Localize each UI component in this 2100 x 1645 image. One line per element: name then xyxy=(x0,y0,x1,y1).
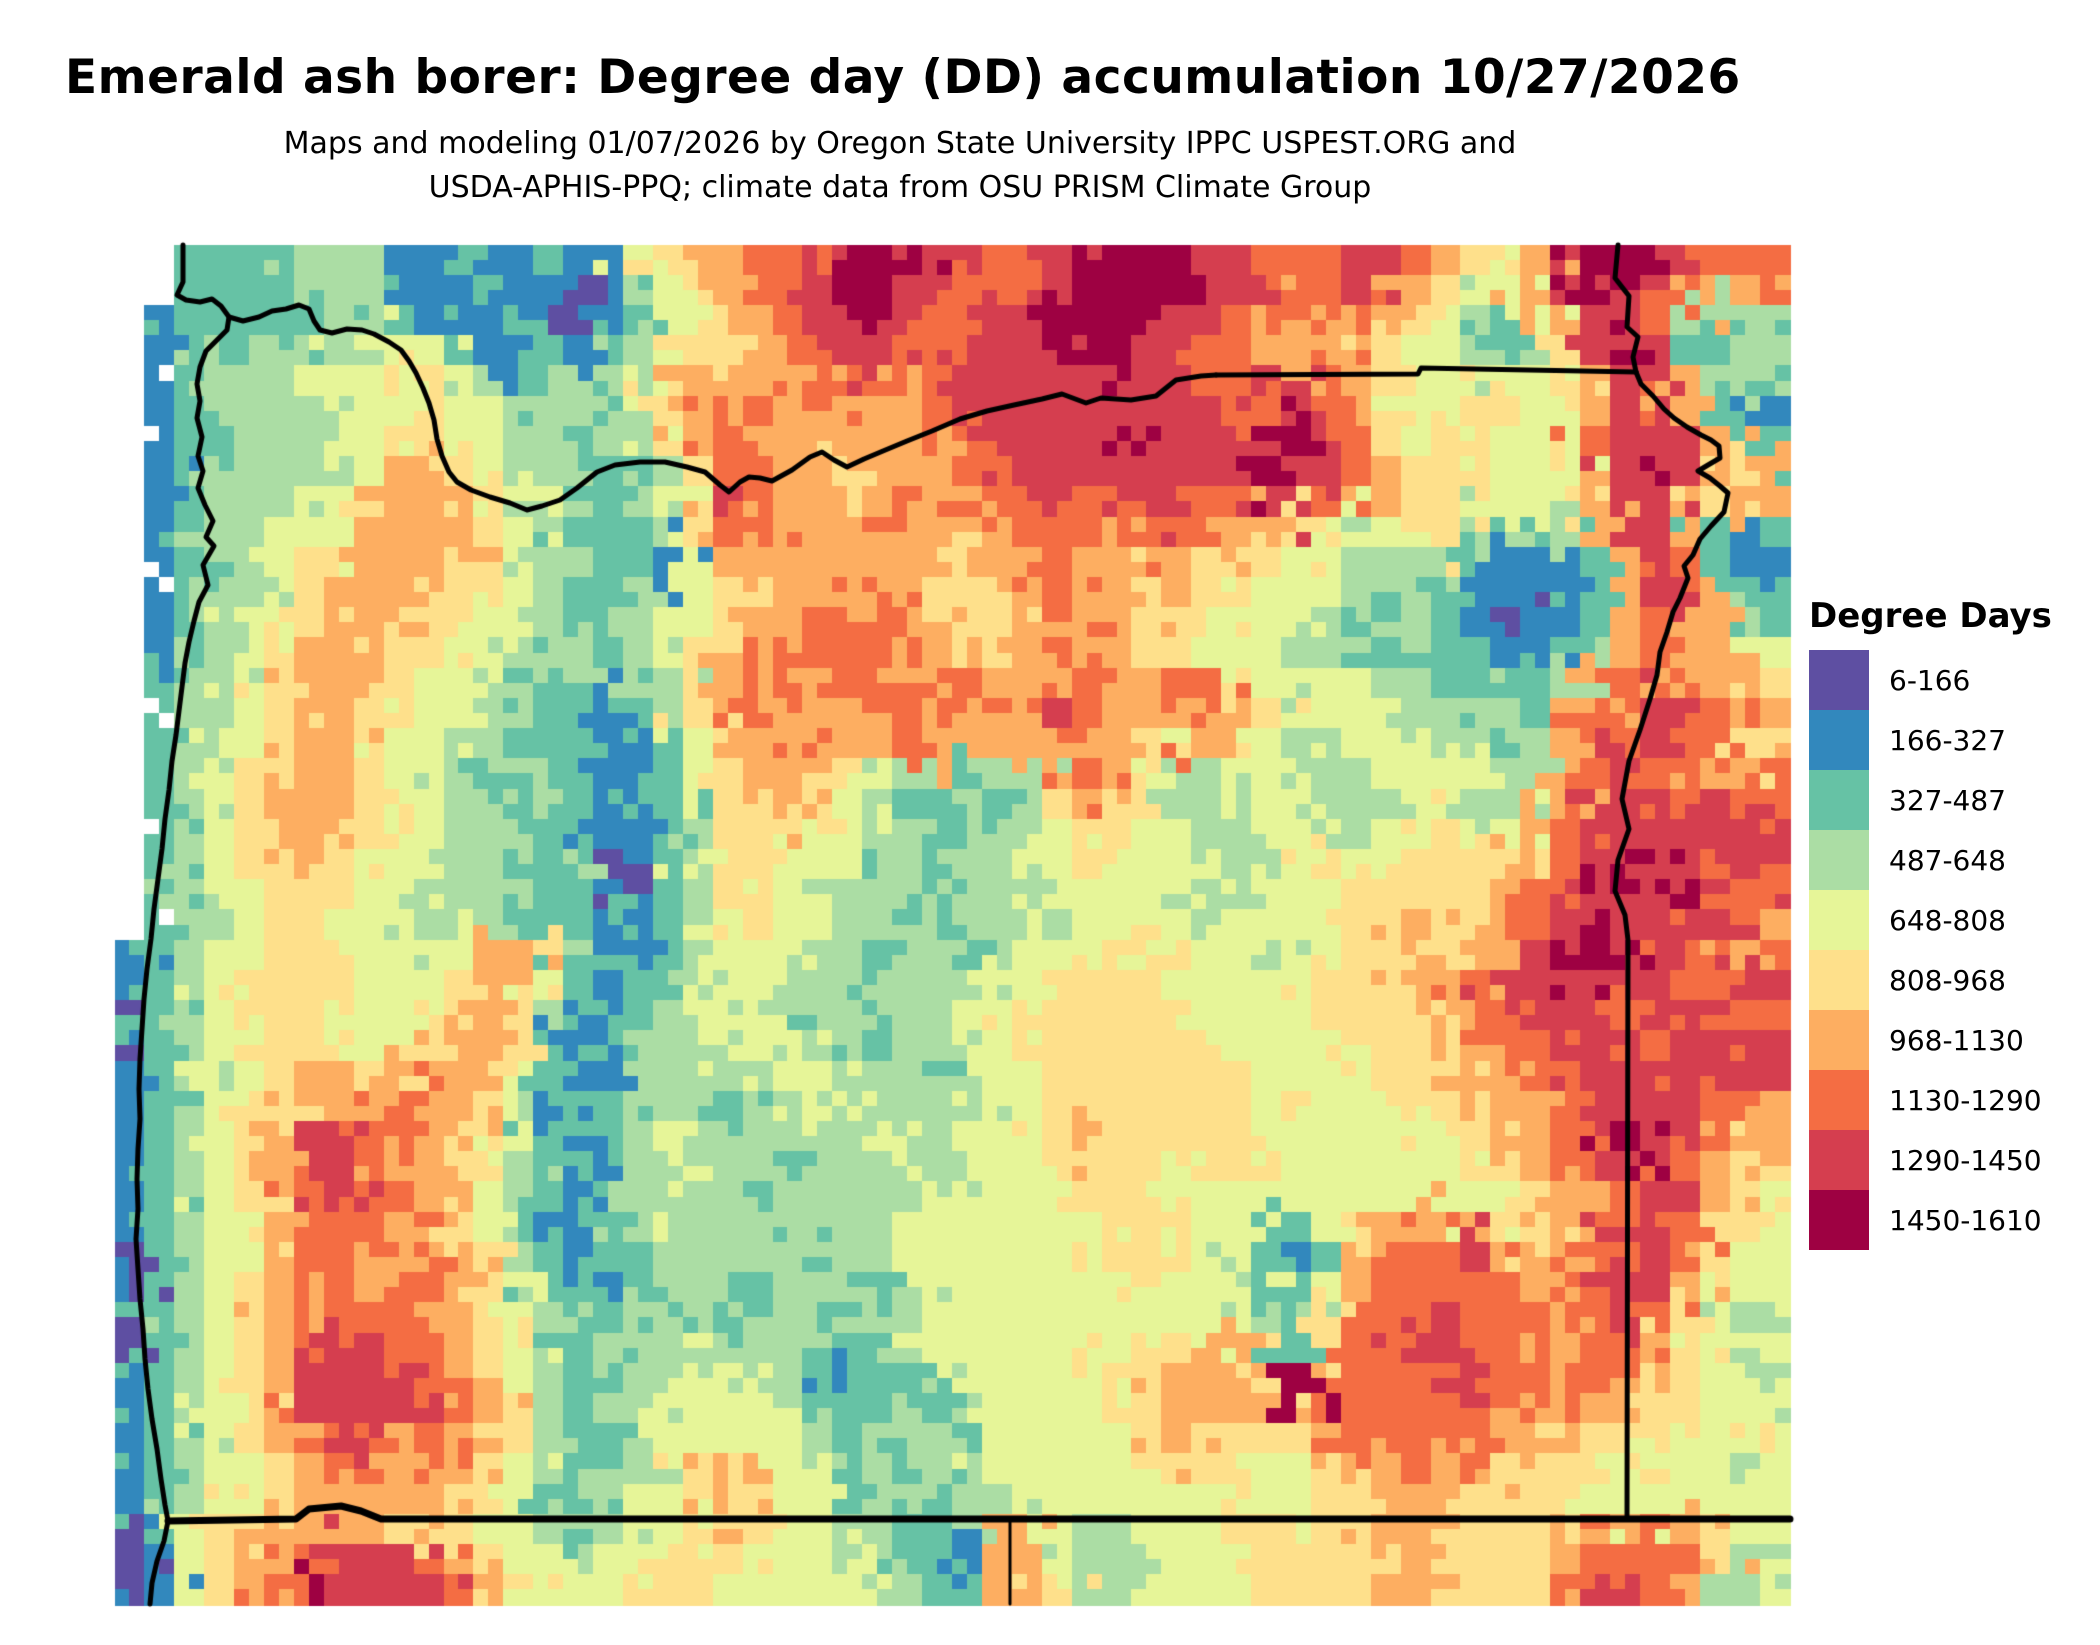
legend-label: 968-1130 xyxy=(1889,1023,2024,1057)
page-subtitle: Maps and modeling 01/07/2026 by Oregon S… xyxy=(65,122,1735,210)
legend-label: 648-808 xyxy=(1889,903,2006,937)
legend: Degree Days 6-166 166-327 327-487 487-648 64… xyxy=(1809,596,2094,1250)
legend-color-swatch xyxy=(1809,1070,1869,1130)
legend-entry: 648-808 xyxy=(1809,890,2094,950)
legend-label: 6-166 xyxy=(1889,663,1971,697)
legend-color-swatch xyxy=(1809,710,1869,770)
legend-color-swatch xyxy=(1809,950,1869,1010)
legend-entry: 6-166 xyxy=(1809,650,2094,710)
subtitle-line-1: Maps and modeling 01/07/2026 by Oregon S… xyxy=(283,126,1517,161)
legend-title: Degree Days xyxy=(1809,596,2052,636)
legend-label: 327-487 xyxy=(1889,783,2006,817)
legend-color-swatch xyxy=(1809,890,1869,950)
legend-label: 1450-1610 xyxy=(1889,1203,2042,1237)
legend-color-swatch xyxy=(1809,1010,1869,1070)
legend-entry: 1130-1290 xyxy=(1809,1070,2094,1130)
legend-color-swatch xyxy=(1809,650,1869,710)
legend-entries: 6-166 166-327 327-487 487-648 648-808 808-968… xyxy=(1809,650,2094,1250)
legend-label: 1130-1290 xyxy=(1889,1083,2042,1117)
legend-label: 808-968 xyxy=(1889,963,2006,997)
legend-entry: 1450-1610 xyxy=(1809,1190,2094,1250)
legend-label: 166-327 xyxy=(1889,723,2006,757)
legend-label: 487-648 xyxy=(1889,843,2006,877)
legend-entry: 808-968 xyxy=(1809,950,2094,1010)
legend-color-swatch xyxy=(1809,1190,1869,1250)
legend-entry: 166-327 xyxy=(1809,710,2094,770)
legend-entry: 487-648 xyxy=(1809,830,2094,890)
subtitle-line-2: USDA-APHIS-PPQ; climate data from OSU PR… xyxy=(428,170,1372,205)
legend-entry: 968-1130 xyxy=(1809,1010,2094,1070)
legend-entry: 1290-1450 xyxy=(1809,1130,2094,1190)
legend-color-swatch xyxy=(1809,1130,1869,1190)
legend-entry: 327-487 xyxy=(1809,770,2094,830)
legend-color-swatch xyxy=(1809,770,1869,830)
legend-color-swatch xyxy=(1809,830,1869,890)
page-title: Emerald ash borer: Degree day (DD) accum… xyxy=(65,50,1741,105)
legend-label: 1290-1450 xyxy=(1889,1143,2042,1177)
